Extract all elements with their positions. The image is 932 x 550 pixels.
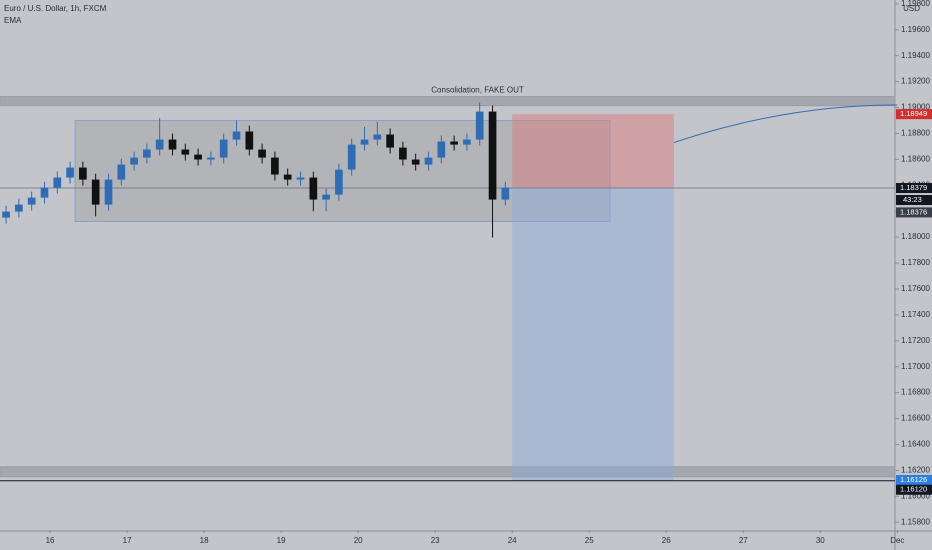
y-tick-label: 1.17000: [901, 362, 930, 371]
candle-body: [66, 167, 74, 178]
price-tag: [896, 474, 932, 485]
candle-body: [271, 157, 279, 175]
price-tag-label: 1.16126: [900, 475, 927, 484]
candle-body: [2, 211, 10, 218]
y-tick-label: 1.19000: [901, 103, 930, 112]
y-tick-label: 1.16800: [901, 388, 930, 397]
candle-body: [130, 157, 138, 165]
candle-body: [373, 134, 382, 140]
y-tick-label: 1.19800: [901, 0, 930, 8]
price-tag: [896, 207, 932, 218]
projection: [673, 104, 898, 144]
candle-body: [424, 157, 433, 165]
y-tick-label: 1.16600: [901, 414, 930, 423]
candle-body: [296, 177, 305, 180]
chart-title: Euro / U.S. Dollar, 1h, FXCM: [4, 4, 107, 13]
y-tick-label: 1.17600: [901, 284, 930, 293]
candle-body: [450, 141, 458, 145]
candle-body: [40, 187, 49, 198]
candle-body: [155, 139, 164, 150]
y-tick-label: 1.15800: [901, 517, 930, 526]
x-tick-label: 19: [277, 536, 286, 545]
x-tick-label: 26: [662, 536, 671, 545]
x-tick-label: 16: [46, 536, 55, 545]
candle-body: [245, 131, 254, 150]
candle-body: [181, 149, 190, 155]
x-tick-label: 24: [508, 536, 517, 545]
price-tag: [896, 484, 932, 495]
x-tick-label: 20: [354, 536, 363, 545]
candle-body: [322, 194, 330, 200]
candle-body: [232, 131, 241, 140]
y-tick-label: 1.19600: [901, 25, 930, 34]
candle-body: [143, 149, 151, 158]
candle-body: [53, 177, 62, 188]
price-tag-label: 1.18379: [900, 183, 927, 192]
candle-body: [347, 144, 356, 170]
price-tag: [896, 183, 932, 194]
x-tick-label: 27: [739, 536, 748, 545]
stop-zone: [512, 114, 674, 189]
zone: [0, 466, 896, 478]
indicator-label: EMA: [4, 16, 22, 25]
candle-body: [335, 169, 343, 195]
x-tick-label: Dec: [890, 536, 904, 545]
y-tick-label: 1.16400: [901, 440, 930, 449]
candle-body: [309, 177, 318, 200]
x-tick-label: 23: [431, 536, 440, 545]
price-tag-label: 1.18376: [900, 207, 927, 216]
candle-body: [27, 197, 36, 205]
candle-body: [117, 164, 126, 180]
candle-body: [475, 111, 484, 140]
zone: [0, 96, 896, 107]
candle-body: [283, 174, 292, 180]
x-tick-label: 17: [123, 536, 132, 545]
x-tick-label: 30: [816, 536, 825, 545]
y-tick-label: 1.18800: [901, 129, 930, 138]
y-tick-label: 1.17800: [901, 258, 930, 267]
x-tick-label: 18: [200, 536, 209, 545]
y-tick-label: 1.16200: [901, 466, 930, 475]
candle-body: [360, 139, 369, 145]
candle-body: [207, 157, 215, 160]
y-tick-label: 1.16000: [901, 491, 930, 500]
candle-body: [194, 154, 202, 160]
target-zone: [512, 188, 674, 481]
y-tick-label: 1.17200: [901, 336, 930, 345]
y-tick-label: 1.19400: [901, 51, 930, 60]
y-tick-label: 1.18000: [901, 232, 930, 241]
candle-body: [386, 134, 394, 148]
candle-body: [463, 139, 471, 145]
x-tick-label: 25: [585, 536, 594, 545]
candle-body: [399, 147, 407, 160]
price-tag-label: 1.16120: [900, 485, 927, 494]
annotation: Consolidation, FAKE OUT: [431, 86, 524, 95]
price-tag-label: 1.18949: [900, 109, 927, 118]
candle-body: [258, 149, 266, 158]
y-tick-label: 1.19200: [901, 77, 930, 86]
candle-body: [15, 204, 23, 212]
countdown-tag: [896, 195, 932, 206]
candle-body: [168, 139, 177, 150]
countdown: 43:23: [903, 195, 922, 204]
candle-body: [501, 187, 510, 200]
candle-body: [91, 179, 100, 205]
candle-body: [411, 159, 420, 165]
candle-body: [488, 111, 497, 200]
candle-body: [104, 179, 113, 205]
y-tick-label: 1.17400: [901, 310, 930, 319]
price-tag: [896, 109, 932, 120]
y-tick-label: 1.18600: [901, 154, 930, 163]
candle-body: [79, 167, 87, 180]
candle-body: [437, 141, 446, 158]
currency: USD: [903, 4, 920, 13]
candle-body: [219, 139, 228, 158]
